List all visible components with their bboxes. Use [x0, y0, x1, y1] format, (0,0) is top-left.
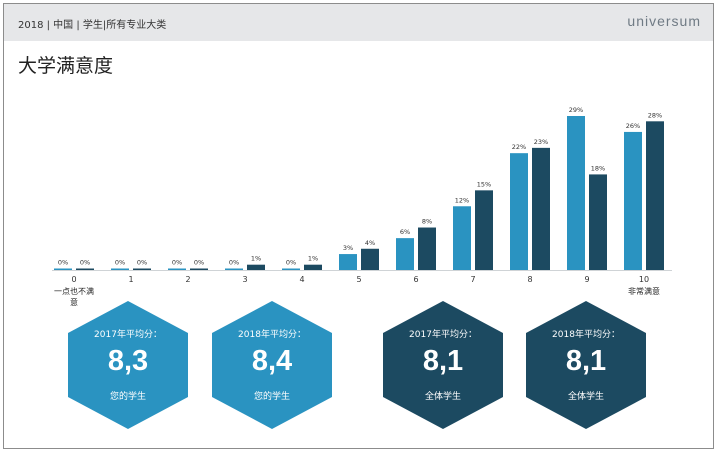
bar-series-2 [532, 147, 550, 270]
x-tick-label: 10 [639, 275, 649, 284]
bar-value-label: 4% [365, 239, 375, 247]
bar-series-1 [453, 206, 471, 270]
bar-series-1 [624, 131, 642, 270]
hexagon-label: 2018年平均分： [238, 330, 306, 340]
satisfaction-bar-chart: 0% 0%00% 0%10% 0%20% 1%30% 1%43%4%56%8%612%15… [52, 106, 672, 307]
bar-series-2 [304, 264, 322, 270]
hexagon-2017-your-students: 2017年平均分： 8,3 您的学生 [68, 301, 188, 429]
bar-series-1 [510, 153, 528, 270]
hexagon-label: 2018年平均分： [552, 330, 620, 340]
bar-series-2 [247, 264, 265, 270]
bar-value-label: 8% [422, 218, 432, 226]
bar-value-label: 22% [512, 143, 526, 151]
brand-logo: universum [627, 13, 701, 29]
bar-value-label: 1% [251, 255, 261, 263]
x-tick-label: 7 [470, 275, 475, 284]
hexagon-subtitle: 全体学生 [424, 392, 461, 402]
bar-value-label: 12% [455, 196, 469, 204]
hexagon-2017-all-students: 2017年平均分： 8,1 全体学生 [383, 301, 503, 429]
hexagon-value: 8,1 [422, 345, 464, 377]
hexagon-value: 8,4 [251, 345, 293, 377]
bar-value-label: 0% [80, 259, 90, 267]
bar-series-2 [589, 174, 607, 270]
bar-value-label: 18% [591, 164, 605, 172]
page-title: 大学满意度 [18, 55, 114, 77]
bar-value-label: 23% [534, 138, 548, 146]
bar-value-label: 0% [137, 259, 147, 267]
bar-value-label: 0% [194, 259, 204, 267]
x-tick-label: 8 [527, 275, 532, 284]
min-label-line1: 一点也不满 [54, 286, 94, 296]
hexagon-subtitle: 您的学生 [253, 392, 290, 402]
header-bar: 2018 | 中国 | 学生|所有专业大类 universum [4, 4, 713, 41]
bar-value-label: 15% [477, 180, 491, 188]
hexagon-subtitle: 您的学生 [109, 392, 146, 402]
bar-value-label: 0% [58, 259, 68, 267]
bar-series-2 [361, 248, 379, 270]
bar-series-1 [168, 268, 186, 270]
bar-series-1 [567, 116, 585, 270]
bar-series-2 [190, 268, 208, 270]
bar-series-1 [111, 268, 129, 270]
hexagon-subtitle: 全体学生 [567, 392, 604, 402]
bar-value-label: 6% [400, 228, 410, 236]
hexagon-value: 8,3 [107, 345, 149, 377]
bar-value-label: 3% [343, 244, 353, 252]
hexagon-label: 2017年平均分： [409, 330, 477, 340]
bar-value-label: 1% [308, 255, 318, 263]
breadcrumb: 2018 | 中国 | 学生|所有专业大类 [18, 20, 167, 31]
x-tick-label: 5 [356, 275, 361, 284]
hexagon-label: 2017年平均分： [94, 330, 162, 340]
x-tick-label: 6 [413, 275, 418, 284]
bar-value-label: 26% [626, 122, 640, 130]
hexagon-2018-all-students: 2018年平均分： 8,1 全体学生 [526, 301, 646, 429]
hexagon-2018-your-students: 2018年平均分： 8,4 您的学生 [212, 301, 332, 429]
x-tick-label: 2 [185, 275, 190, 284]
bar-series-1 [225, 268, 243, 270]
hexagon-value: 8,1 [565, 345, 607, 377]
bar-series-1 [282, 268, 300, 270]
bar-series-2 [133, 268, 151, 270]
bar-value-label: 0% [286, 259, 296, 267]
x-tick-label: 0 [71, 275, 76, 284]
bar-series-2 [76, 268, 94, 270]
x-tick-label: 1 [128, 275, 133, 284]
slide-frame: 2018 | 中国 | 学生|所有专业大类 universum 大学满意度 0%… [3, 3, 714, 449]
bar-series-2 [475, 190, 493, 270]
x-tick-label: 9 [584, 275, 589, 284]
bar-series-1 [396, 238, 414, 270]
bar-series-2 [646, 121, 664, 270]
bar-value-label: 0% [172, 259, 182, 267]
x-tick-label: 3 [242, 275, 247, 284]
bar-value-label: 29% [569, 106, 583, 114]
min-label-line2: 意 [70, 297, 78, 307]
bar-value-label: 0% [229, 259, 239, 267]
x-tick-label: 4 [299, 275, 304, 284]
bar-series-1 [54, 268, 72, 270]
bar-value-label: 0% [115, 259, 125, 267]
bar-series-1 [339, 254, 357, 270]
bar-value-label: 28% [648, 111, 662, 119]
max-label: 非常满意 [628, 286, 660, 296]
bar-series-2 [418, 227, 436, 270]
